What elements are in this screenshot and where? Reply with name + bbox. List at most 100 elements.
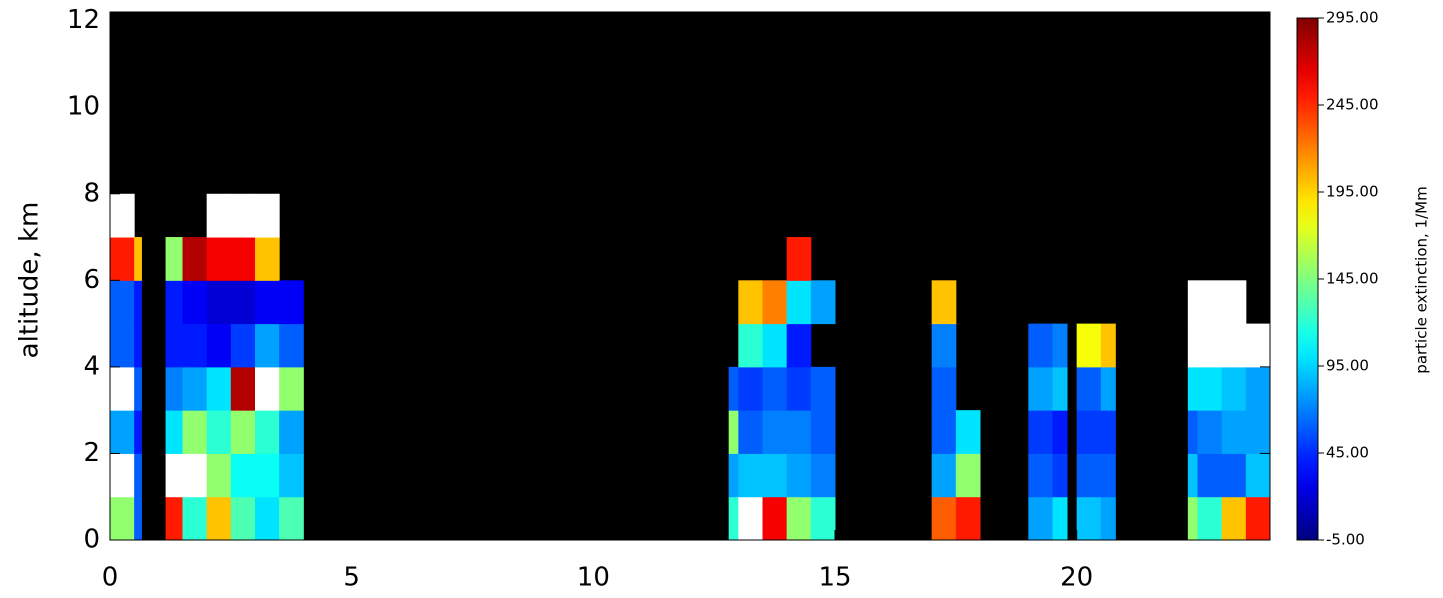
heatmap-cell bbox=[279, 280, 304, 325]
heatmap-cell bbox=[931, 280, 957, 325]
heatmap-cell bbox=[1221, 366, 1247, 411]
heatmap-cell bbox=[110, 323, 135, 368]
heatmap-cell bbox=[728, 453, 739, 498]
heatmap-cell bbox=[1197, 323, 1223, 368]
heatmap-cell bbox=[1028, 410, 1053, 454]
heatmap-cell bbox=[165, 323, 183, 368]
heatmap-cell bbox=[1052, 323, 1068, 368]
colorbar-tick-label: -5.00 bbox=[1326, 531, 1365, 549]
colorbar-tick-label: 95.00 bbox=[1326, 357, 1369, 375]
heatmap-cell bbox=[1197, 496, 1223, 541]
heatmap-cell bbox=[955, 496, 981, 541]
heatmap-cell bbox=[1076, 453, 1102, 498]
x-tick-label: 5 bbox=[343, 563, 360, 593]
heatmap-cell bbox=[255, 280, 280, 325]
heatmap-cell bbox=[134, 280, 142, 325]
heatmap-cell bbox=[931, 453, 957, 498]
heatmap-cell bbox=[279, 453, 304, 498]
heatmap-cell bbox=[230, 323, 256, 368]
heatmap-cell bbox=[255, 410, 280, 454]
heatmap-cell bbox=[206, 453, 232, 498]
heatmap-cell bbox=[255, 453, 280, 498]
heatmap-cell bbox=[786, 410, 812, 454]
colorbar bbox=[1296, 17, 1319, 541]
heatmap-cell bbox=[1100, 366, 1116, 411]
heatmap-cell bbox=[255, 323, 280, 368]
heatmap-cell bbox=[955, 410, 981, 454]
heatmap-cell bbox=[230, 453, 256, 498]
heatmap-cell bbox=[1100, 410, 1116, 454]
heatmap-cell bbox=[1052, 410, 1068, 454]
y-tick-label: 2 bbox=[83, 438, 100, 468]
heatmap-cell bbox=[110, 496, 135, 541]
heatmap-cell bbox=[1245, 496, 1271, 541]
heatmap-cell bbox=[1221, 410, 1247, 454]
heatmap-cell bbox=[810, 453, 836, 498]
heatmap-cell bbox=[1187, 410, 1198, 454]
heatmap-cell bbox=[786, 237, 812, 281]
heatmap-cell bbox=[810, 366, 836, 411]
heatmap-cell bbox=[1100, 453, 1116, 498]
heatmap-cell bbox=[738, 496, 763, 541]
heatmap-cell bbox=[134, 237, 142, 281]
heatmap-cell bbox=[255, 496, 280, 541]
heatmap-cell bbox=[810, 410, 836, 454]
heatmap-cell bbox=[165, 453, 183, 498]
heatmap-cell bbox=[738, 366, 763, 411]
heatmap-cell bbox=[110, 193, 135, 238]
heatmap-cell bbox=[165, 366, 183, 411]
heatmap-cell bbox=[1197, 366, 1223, 411]
heatmap-cell bbox=[182, 496, 208, 541]
heatmap-cell bbox=[182, 323, 208, 368]
heatmap-cell bbox=[165, 280, 183, 325]
heatmap-cell bbox=[1100, 496, 1116, 541]
colorbar-label: particle extinction, 1/Mm bbox=[1413, 186, 1431, 373]
heatmap-cell bbox=[206, 193, 232, 238]
heatmap-cell bbox=[134, 453, 142, 498]
x-tick-label: 0 bbox=[102, 563, 119, 593]
heatmap-cell bbox=[1076, 496, 1102, 541]
heatmap-cell bbox=[728, 496, 739, 541]
heatmap-cell bbox=[762, 496, 788, 541]
heatmap-cell bbox=[255, 193, 280, 238]
heatmap-cell bbox=[728, 366, 739, 411]
heatmap-cell bbox=[230, 410, 256, 454]
heatmap-cell bbox=[182, 453, 208, 498]
heatmap-cell bbox=[1187, 496, 1198, 541]
heatmap-cell bbox=[1221, 280, 1247, 325]
heatmap-cell bbox=[1245, 453, 1271, 498]
heatmap-cell bbox=[955, 453, 981, 498]
heatmap-cell bbox=[1221, 496, 1247, 541]
heatmap-cell bbox=[1052, 453, 1068, 498]
heatmap-cell bbox=[1245, 366, 1271, 411]
heatmap-cell bbox=[762, 366, 788, 411]
y-tick-label: 10 bbox=[67, 92, 100, 122]
heatmap-cell bbox=[810, 280, 836, 325]
heatmap-cell bbox=[931, 366, 957, 411]
heatmap-cell bbox=[762, 323, 788, 368]
colorbar-tick-label: 295.00 bbox=[1326, 9, 1379, 27]
heatmap-cell bbox=[230, 366, 256, 411]
heatmap-cell bbox=[1076, 410, 1102, 454]
heatmap-cell bbox=[165, 496, 183, 541]
heatmap-cell bbox=[1245, 410, 1271, 454]
heatmap-cell bbox=[110, 237, 135, 281]
heatmap-cell bbox=[1187, 280, 1198, 325]
y-tick-label: 6 bbox=[83, 265, 100, 295]
heatmap-cell bbox=[1197, 280, 1223, 325]
heatmap-cell bbox=[279, 410, 304, 454]
heatmap-cell bbox=[738, 280, 763, 325]
heatmap-cell bbox=[738, 453, 763, 498]
x-tick-label: 20 bbox=[1060, 563, 1093, 593]
heatmap-cell bbox=[110, 453, 135, 498]
heatmap-cell bbox=[206, 323, 232, 368]
heatmap-cell bbox=[206, 237, 232, 281]
colorbar-tick-label: 145.00 bbox=[1326, 270, 1379, 288]
colorbar-tick-label: 245.00 bbox=[1326, 96, 1379, 114]
heatmap-cell bbox=[738, 323, 763, 368]
heatmap-cell bbox=[762, 410, 788, 454]
x-tick-label: 10 bbox=[577, 563, 610, 593]
y-tick-label: 8 bbox=[83, 178, 100, 208]
heatmap-cell bbox=[786, 496, 812, 541]
heatmap-cell bbox=[762, 453, 788, 498]
